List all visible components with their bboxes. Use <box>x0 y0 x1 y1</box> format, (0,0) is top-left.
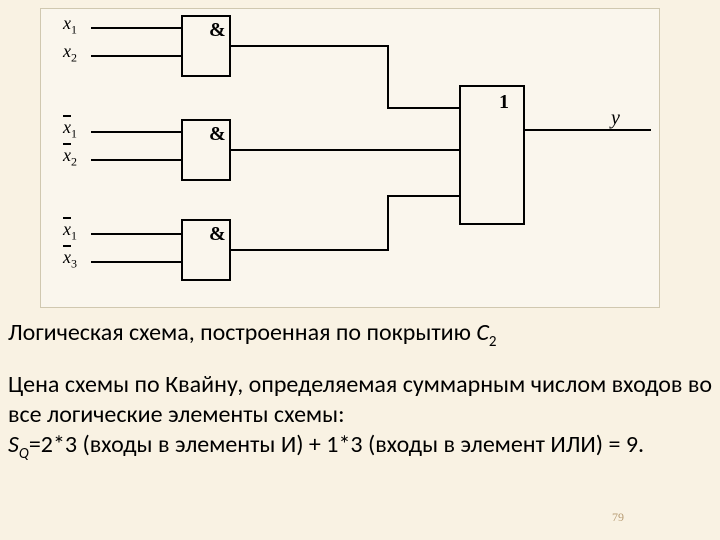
input-nx2: x2 <box>63 145 77 170</box>
output-y: y <box>611 107 620 130</box>
wire-and1-h2 <box>387 107 459 109</box>
wire-and3-v <box>387 195 389 251</box>
input-nx1: x1 <box>63 117 77 142</box>
body-text: Цена схемы по Квайну, определяемая сумма… <box>8 370 712 464</box>
page-number: 79 <box>612 510 624 525</box>
input-x1: x1 <box>63 13 77 38</box>
logic-diagram: x1 x2 x1 x2 x1 x3 & & & 1 y <box>40 8 660 308</box>
and-gate-3-label: & <box>209 223 226 246</box>
or-gate-label: 1 <box>499 91 509 114</box>
wire-and3-h1 <box>231 249 387 251</box>
wire-and3-h2 <box>387 195 459 197</box>
diagram-caption: Логическая схема, построенная по покрыти… <box>8 318 712 351</box>
wire-in-x2 <box>91 55 181 57</box>
wire-in-nx2 <box>91 159 181 161</box>
input-nx3: x3 <box>63 247 77 272</box>
wire-and1-v <box>387 45 389 109</box>
and-gate-2-label: & <box>209 123 226 146</box>
input-nx1b: x1 <box>63 219 77 244</box>
or-gate <box>459 85 525 225</box>
wire-out <box>525 129 651 131</box>
wire-in-nx3 <box>91 261 181 263</box>
wire-in-x1 <box>91 27 181 29</box>
input-x2: x2 <box>63 41 77 66</box>
and-gate-1-label: & <box>209 19 226 42</box>
wire-and2-h <box>231 149 459 151</box>
wire-in-nx1b <box>91 233 181 235</box>
wire-in-nx1 <box>91 131 181 133</box>
wire-and1-h1 <box>231 45 387 47</box>
